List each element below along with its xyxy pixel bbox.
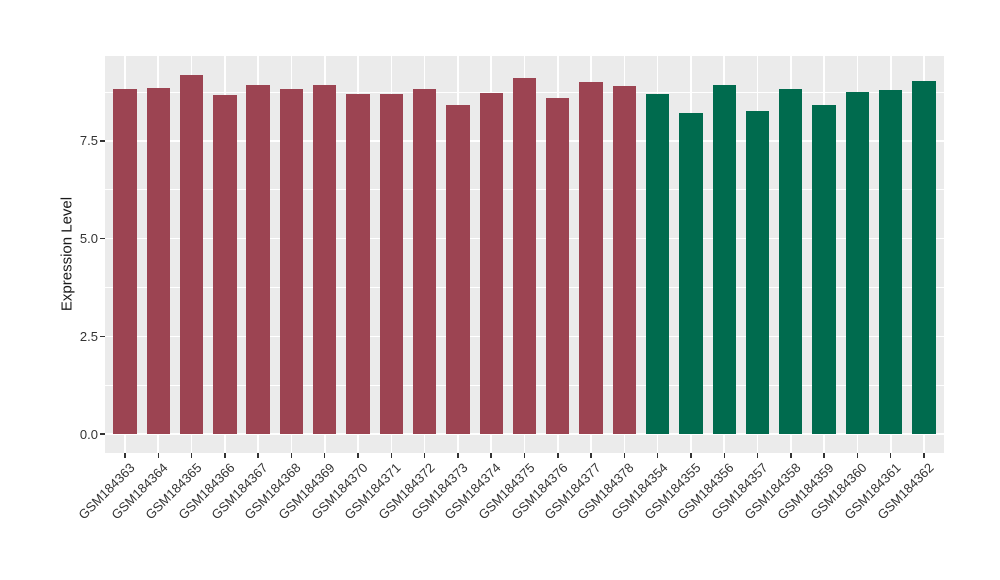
y-tick-label: 5.0 (79, 231, 98, 247)
x-tick-mark (723, 453, 725, 458)
bar (279, 89, 304, 435)
bar (479, 93, 503, 435)
x-tick-mark (390, 453, 393, 458)
x-tick-mark (790, 453, 792, 458)
x-tick-mark (190, 453, 193, 458)
bar (346, 93, 370, 435)
bar (512, 77, 537, 435)
bar (179, 74, 204, 435)
bar (712, 84, 736, 435)
bar (379, 93, 403, 435)
bar (546, 97, 570, 435)
x-tick-mark (224, 453, 226, 458)
bar (579, 82, 603, 435)
bar (612, 85, 637, 435)
x-tick-mark (923, 453, 925, 458)
x-tick-mark (856, 453, 859, 458)
x-tick-mark (523, 453, 526, 458)
bar (845, 91, 870, 435)
y-tick-mark (100, 433, 105, 435)
bar (113, 89, 137, 435)
bar (879, 89, 903, 435)
y-axis-title: Expression Level (58, 196, 76, 312)
x-tick-mark (823, 453, 825, 458)
x-tick-mark (423, 453, 426, 458)
x-tick-mark (557, 453, 559, 458)
x-tick-mark (623, 453, 626, 458)
bar (745, 111, 770, 435)
x-tick-mark (323, 453, 326, 458)
x-tick-mark (124, 453, 126, 458)
bar (446, 105, 470, 435)
y-tick-mark (100, 237, 105, 240)
x-tick-mark (656, 453, 659, 458)
x-tick-mark (590, 453, 592, 458)
x-tick-mark (490, 453, 492, 458)
x-tick-mark (357, 453, 359, 458)
x-tick-mark (157, 453, 160, 458)
y-tick-label: 2.5 (79, 328, 98, 344)
bar (412, 88, 437, 435)
bar (146, 88, 170, 435)
x-tick-mark (889, 453, 892, 458)
bar (912, 80, 936, 435)
x-tick-mark (690, 453, 692, 458)
y-tick-label: 7.5 (79, 133, 98, 149)
bar (646, 93, 670, 435)
bar (779, 88, 803, 435)
y-tick-mark (100, 335, 105, 338)
x-tick-mark (290, 453, 293, 458)
y-tick-mark (100, 140, 105, 142)
bar (313, 84, 337, 435)
y-tick-label: 0.0 (79, 426, 98, 442)
bar (213, 94, 237, 435)
x-tick-mark (257, 453, 259, 458)
x-tick-mark (457, 453, 459, 458)
bar (812, 104, 836, 435)
bar (679, 113, 703, 435)
plot-panel (105, 56, 944, 453)
bar (246, 84, 270, 435)
x-tick-mark (756, 453, 759, 458)
